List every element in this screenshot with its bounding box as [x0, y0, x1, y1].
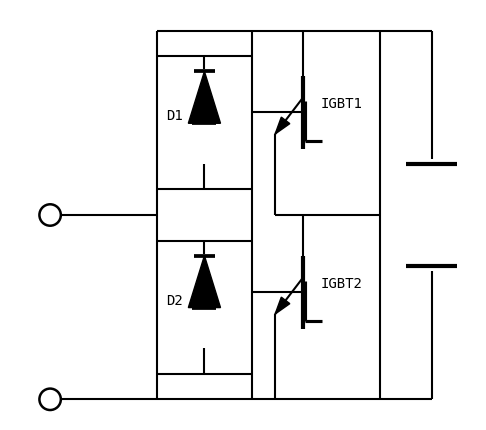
Text: D1: D1 — [166, 109, 183, 123]
Text: IGBT2: IGBT2 — [320, 276, 362, 291]
Polygon shape — [189, 71, 221, 123]
Polygon shape — [275, 117, 290, 134]
Text: IGBT1: IGBT1 — [320, 97, 362, 111]
Polygon shape — [189, 256, 221, 307]
Text: D2: D2 — [166, 294, 183, 308]
Polygon shape — [275, 297, 290, 314]
